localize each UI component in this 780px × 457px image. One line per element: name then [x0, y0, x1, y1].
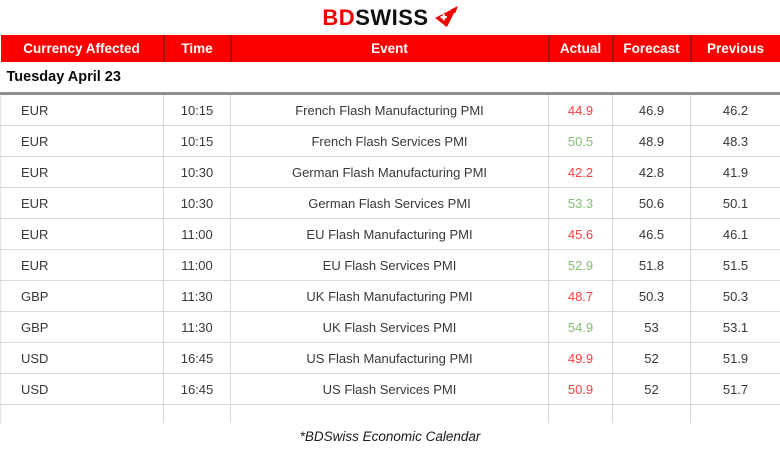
cell-time: 10:30: [163, 187, 231, 219]
header-previous: Previous: [690, 35, 780, 62]
cell-actual: 48.7: [548, 280, 613, 312]
cell-currency: USD: [0, 373, 164, 405]
header-forecast: Forecast: [612, 35, 692, 62]
cell-time: 10:15: [163, 93, 231, 126]
cell-time: 11:00: [163, 249, 231, 281]
cell-time: 10:15: [163, 125, 231, 157]
calendar-caption: *BDSwiss Economic Calendar: [299, 429, 481, 444]
calendar-row: EUR 10:15 French Flash Manufacturing PMI…: [0, 93, 780, 126]
cell-forecast: 46.9: [612, 93, 691, 126]
cell-previous: 48.3: [690, 125, 780, 157]
cell-time: 11:30: [163, 311, 231, 343]
cell-forecast: 50.6: [612, 187, 691, 219]
cell-forecast: 48.9: [612, 125, 691, 157]
header-actual: Actual: [548, 35, 614, 62]
cell-forecast: 52: [612, 373, 691, 405]
empty-row: [0, 404, 780, 423]
calendar-footer: [0, 404, 780, 423]
cell-time: 16:45: [163, 373, 231, 405]
cell-time: 11:00: [163, 218, 231, 250]
cell-forecast: 50.3: [612, 280, 691, 312]
cell-previous: 51.7: [690, 373, 780, 405]
cell-previous: 50.1: [690, 187, 780, 219]
cell-currency: GBP: [0, 280, 164, 312]
cell-previous: 51.9: [690, 342, 780, 374]
calendar-rows: Tuesday April 23 EUR 10:15 French Flash …: [0, 62, 780, 405]
cell-event: UK Flash Manufacturing PMI: [230, 280, 549, 312]
calendar-row: GBP 11:30 UK Flash Services PMI 54.9 53 …: [0, 311, 780, 343]
cell-forecast: 51.8: [612, 249, 691, 281]
cell-actual: 54.9: [548, 311, 613, 343]
cell-actual: 49.9: [548, 342, 613, 374]
calendar-row: EUR 10:30 German Flash Manufacturing PMI…: [0, 156, 780, 188]
cell-previous: 46.2: [690, 93, 780, 126]
cell-actual: 50.9: [548, 373, 613, 405]
date-label: Tuesday April 23: [0, 62, 780, 95]
cell-actual: 52.9: [548, 249, 613, 281]
cell-forecast: 42.8: [612, 156, 691, 188]
logo-bd-text: BD: [322, 4, 356, 30]
calendar-row: GBP 11:30 UK Flash Manufacturing PMI 48.…: [0, 280, 780, 312]
cell-currency: USD: [0, 342, 164, 374]
bdswiss-arrow-icon: [434, 5, 458, 27]
cell-currency: GBP: [0, 311, 164, 343]
economic-calendar-table: Currency Affected Time Event Actual Fore…: [0, 35, 780, 423]
cell-previous: 50.3: [690, 280, 780, 312]
cell-event: French Flash Manufacturing PMI: [230, 93, 549, 126]
cell-event: German Flash Manufacturing PMI: [230, 156, 549, 188]
calendar-row: EUR 10:15 French Flash Services PMI 50.5…: [0, 125, 780, 157]
calendar-header: Currency Affected Time Event Actual Fore…: [0, 35, 780, 62]
cell-forecast: 53: [612, 311, 691, 343]
calendar-row: USD 16:45 US Flash Manufacturing PMI 49.…: [0, 342, 780, 374]
cell-forecast: 46.5: [612, 218, 691, 250]
cell-event: EU Flash Manufacturing PMI: [230, 218, 549, 250]
cell-actual: 50.5: [548, 125, 613, 157]
cell-actual: 45.6: [548, 218, 613, 250]
cell-currency: EUR: [0, 249, 164, 281]
cell-currency: EUR: [0, 93, 164, 126]
calendar-row: USD 16:45 US Flash Services PMI 50.9 52 …: [0, 373, 780, 405]
calendar-row: EUR 11:00 EU Flash Manufacturing PMI 45.…: [0, 218, 780, 250]
cell-time: 16:45: [163, 342, 231, 374]
header-time: Time: [163, 35, 232, 62]
header-event: Event: [230, 35, 550, 62]
cell-time: 10:30: [163, 156, 231, 188]
header-currency-affected: Currency Affected: [0, 35, 165, 62]
cell-previous: 51.5: [690, 249, 780, 281]
cell-event: UK Flash Services PMI: [230, 311, 549, 343]
cell-previous: 46.1: [690, 218, 780, 250]
cell-previous: 53.1: [690, 311, 780, 343]
cell-event: US Flash Services PMI: [230, 373, 549, 405]
cell-time: 11:30: [163, 280, 231, 312]
cell-forecast: 52: [612, 342, 691, 374]
cell-event: EU Flash Services PMI: [230, 249, 549, 281]
cell-currency: EUR: [0, 125, 164, 157]
logo-swiss-text: SWISS: [355, 4, 429, 30]
cell-actual: 44.9: [548, 93, 613, 126]
logo-wordmark: BDSWISS: [322, 4, 429, 30]
date-row: Tuesday April 23: [0, 62, 780, 95]
cell-actual: 53.3: [548, 187, 613, 219]
calendar-row: EUR 11:00 EU Flash Services PMI 52.9 51.…: [0, 249, 780, 281]
cell-event: German Flash Services PMI: [230, 187, 549, 219]
cell-actual: 42.2: [548, 156, 613, 188]
cell-previous: 41.9: [690, 156, 780, 188]
logo: BDSWISS: [0, 0, 780, 35]
cell-currency: EUR: [0, 218, 164, 250]
cell-event: US Flash Manufacturing PMI: [230, 342, 549, 374]
calendar-row: EUR 10:30 German Flash Services PMI 53.3…: [0, 187, 780, 219]
cell-currency: EUR: [0, 187, 164, 219]
cell-currency: EUR: [0, 156, 164, 188]
cell-event: French Flash Services PMI: [230, 125, 549, 157]
